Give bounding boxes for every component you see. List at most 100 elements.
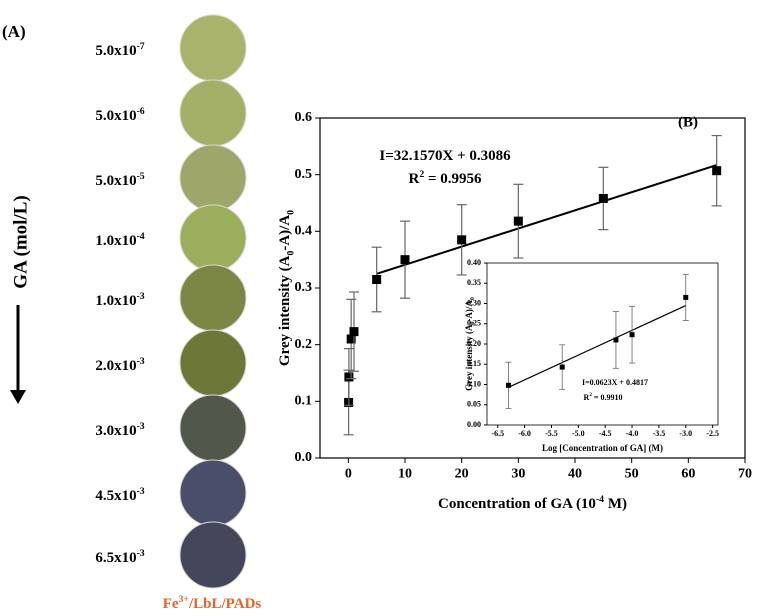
point: [344, 372, 354, 382]
x-tick-label: -2.5: [706, 429, 719, 438]
y-axis-label: Grey intensity (A0-A)/A0: [277, 210, 296, 366]
y-axis-label-part: Grey intensity (A: [464, 324, 474, 391]
concentration-label-part: -3: [137, 421, 145, 432]
point: [629, 332, 635, 338]
y-axis-label-part: -A)/A: [277, 215, 293, 251]
x-tick-label: -3.0: [679, 429, 692, 438]
concentration-label: 2.0x10-3: [95, 356, 144, 374]
y-axis-label-part: 0: [470, 297, 476, 300]
concentration-label: 4.5x10-3: [95, 486, 144, 504]
x-tick-label: -4.0: [626, 429, 639, 438]
point: [683, 294, 689, 300]
fit-line: [508, 304, 687, 388]
panel-label: (B): [678, 114, 698, 130]
x-tick-label: 40: [568, 466, 582, 481]
concentration-label-part: -6: [137, 106, 145, 117]
concentration-label-part: 4.5x10: [95, 488, 136, 504]
y-tick-label: 0.1: [295, 394, 313, 409]
annotation-part: 2: [589, 392, 592, 398]
concentration-label-part: 5.0x10: [95, 108, 136, 124]
spot: [179, 14, 247, 82]
concentration-label-part: 6.5x10: [95, 550, 136, 566]
concentration-label: 1.0x10-4: [95, 231, 144, 249]
annotation-part: I=0.0623X + 0.4817: [582, 378, 648, 387]
x-tick-label: -6.0: [518, 429, 531, 438]
x-axis-label: Log [Concentration of GA] (M): [542, 443, 663, 453]
y-tick-label: 0.25: [467, 319, 481, 328]
concentration-label-part: -3: [137, 548, 145, 559]
x-tick-label: -4.5: [599, 429, 612, 438]
y-tick-label: 0.30: [467, 298, 481, 307]
x-axis-label-part: -4: [596, 494, 604, 505]
concentration-label: 5.0x10-6: [95, 106, 144, 124]
point: [372, 275, 382, 284]
concentration-label-part: 2.0x10: [95, 358, 136, 374]
y-tick-label: 0.5: [295, 167, 313, 182]
x-tick-label: -5.0: [572, 429, 585, 438]
concentration-label-part: 1.0x10: [95, 293, 136, 309]
concentration-label: 1.0x10-3: [95, 291, 144, 309]
point: [349, 327, 359, 337]
x-tick-label: 20: [455, 466, 469, 481]
annotation-part: I=32.1570X + 0.3086: [379, 148, 511, 164]
concentration-label-part: 5.0x10: [95, 173, 136, 189]
concentration-label: 5.0x10-5: [95, 171, 144, 189]
x-axis-label: Concentration of GA (10-4 M): [438, 494, 627, 512]
annotation-part: 2: [419, 169, 424, 180]
concentration-label-part: 1.0x10: [95, 233, 136, 249]
spot: [179, 144, 247, 212]
spot: [179, 79, 247, 147]
point: [613, 337, 619, 343]
point: [712, 166, 722, 176]
point: [513, 216, 523, 226]
axis-label: GA (mol/L): [10, 195, 31, 288]
arrow-head: [10, 390, 26, 404]
y-tick-label: 0.00: [467, 420, 481, 429]
concentration-label-part: 5.0x10: [95, 43, 136, 59]
y-axis-label-part: 0: [285, 210, 296, 215]
x-tick-label: -5.5: [545, 429, 558, 438]
annotation: R2 = 0.9956: [408, 169, 482, 187]
annotation: R2 = 0.9910: [584, 392, 623, 401]
annotation: I=0.0623X + 0.4817: [582, 378, 648, 387]
x-tick-label: 60: [681, 466, 695, 481]
point: [559, 364, 565, 370]
y-axis-label-part: -A)/A: [464, 300, 474, 322]
x-axis-label-part: M): [604, 496, 627, 512]
footer-label-part: 3+: [179, 594, 190, 605]
spot: [179, 459, 247, 527]
concentration-label: 6.5x10-3: [95, 548, 144, 566]
concentration-label-part: -3: [137, 291, 145, 302]
y-tick-label: 0.15: [467, 359, 481, 368]
y-tick-label: 0.40: [467, 258, 481, 267]
footer-label-part: Fe: [163, 596, 179, 612]
y-axis-label: Grey intensity (A0-A)/A0: [464, 297, 476, 391]
concentration-label-part: -5: [137, 171, 145, 182]
spot: [179, 521, 247, 589]
y-tick-label: 0.3: [295, 280, 313, 295]
point: [457, 235, 467, 245]
y-tick-label: 0.05: [467, 400, 481, 409]
y-axis-label-part: 0: [470, 322, 476, 325]
footer-label-part: /LbL/PADs: [188, 596, 261, 612]
y-tick-label: 0.2: [295, 337, 313, 352]
concentration-label-part: -7: [137, 41, 145, 52]
x-tick-label: 0: [345, 466, 352, 481]
spot: [179, 204, 247, 272]
concentration-label: 3.0x10-3: [95, 421, 144, 439]
x-tick-label: -6.5: [491, 429, 504, 438]
concentration-label-part: -3: [137, 486, 145, 497]
y-tick-label: 0.4: [295, 224, 313, 239]
y-tick-label: 0.6: [295, 110, 313, 125]
concentration-label-part: -3: [137, 356, 145, 367]
point: [346, 334, 356, 344]
y-tick-label: 0.35: [467, 278, 481, 287]
x-tick-label: 10: [398, 466, 412, 481]
concentration-label-part: -4: [137, 231, 145, 242]
x-axis-label-part: Log [Concentration of GA] (M): [542, 443, 663, 453]
point: [400, 255, 410, 265]
footer-label: Fe3+/LbL/PADs: [163, 594, 262, 612]
annotation-part: R: [408, 171, 419, 187]
spot: [179, 264, 247, 332]
